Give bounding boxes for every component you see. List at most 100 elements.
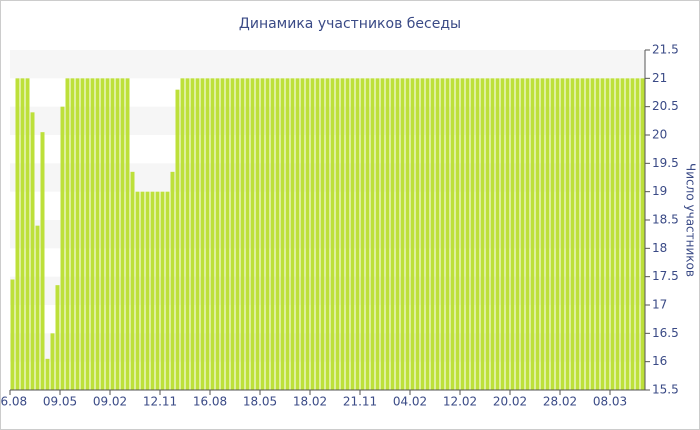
bar [615,78,620,390]
bar [180,78,185,390]
bar [140,191,145,390]
bar [230,78,235,390]
bar [130,171,135,390]
y-tick-label: 19 [652,184,667,198]
bar [155,191,160,390]
bar [340,78,345,390]
bar [570,78,575,390]
bar [395,78,400,390]
x-tick-label: 09.02 [93,395,127,409]
bar [385,78,390,390]
bar [50,333,55,390]
y-tick-label: 18.5 [652,213,679,227]
bar [235,78,240,390]
bar [295,78,300,390]
bar [200,78,205,390]
bar [255,78,260,390]
x-tick-label: 21.11 [343,395,377,409]
bar [95,78,100,390]
bar [175,89,180,391]
bar [120,78,125,390]
bar [20,78,25,390]
bar [600,78,605,390]
bar [335,78,340,390]
y-tick-label: 21.5 [652,43,679,57]
x-tick-label: 09.05 [43,395,77,409]
bar [215,78,220,390]
y-tick-label: 21 [652,71,667,85]
chart-title: Динамика участников беседы [239,16,461,32]
bar [355,78,360,390]
bar [620,78,625,390]
bar [550,78,555,390]
bar [145,191,150,390]
bar [360,78,365,390]
bar [540,78,545,390]
bar [210,78,215,390]
bar [475,78,480,390]
bar [465,78,470,390]
bar [25,78,30,390]
x-tick-label: 12.11 [143,395,177,409]
bar [205,78,210,390]
y-tick-label: 17.5 [652,269,679,283]
bar [330,78,335,390]
y-tick-label: 16.5 [652,326,679,340]
bar [225,78,230,390]
bar [40,132,45,390]
bar [515,78,520,390]
bar [505,78,510,390]
bar [410,78,415,390]
bar [370,78,375,390]
bar [380,78,385,390]
bar [100,78,105,390]
bar [70,78,75,390]
x-tick-label: 28.02 [543,395,577,409]
bar [445,78,450,390]
bar [185,78,190,390]
bar [440,78,445,390]
bar [310,78,315,390]
bar [10,279,15,390]
bar [195,78,200,390]
bar [490,78,495,390]
bar [625,78,630,390]
bar [520,78,525,390]
bar [495,78,500,390]
bar [630,78,635,390]
bar [350,78,355,390]
bar [405,78,410,390]
bar [590,78,595,390]
bar [595,78,600,390]
bar [270,78,275,390]
bar [485,78,490,390]
bar [415,78,420,390]
bar [535,78,540,390]
bar [280,78,285,390]
bar [530,78,535,390]
bar [275,78,280,390]
bar [220,78,225,390]
bar [325,78,330,390]
y-tick-label: 17 [652,298,667,312]
y-tick-label: 16 [652,354,667,368]
bar [500,78,505,390]
y-tick-label: 15.5 [652,383,679,397]
bar [565,78,570,390]
bar [75,78,80,390]
bar [345,78,350,390]
x-tick-label: 04.02 [393,395,427,409]
y-tick-label: 20.5 [652,99,679,113]
bar [55,285,60,390]
bar [15,78,20,390]
bar [105,78,110,390]
bar [470,78,475,390]
bar [135,191,140,390]
bar [290,78,295,390]
bar [65,78,70,390]
bar [390,78,395,390]
bar [115,78,120,390]
bar [125,78,130,390]
bar [45,358,50,390]
x-tick-label: 20.02 [493,395,527,409]
